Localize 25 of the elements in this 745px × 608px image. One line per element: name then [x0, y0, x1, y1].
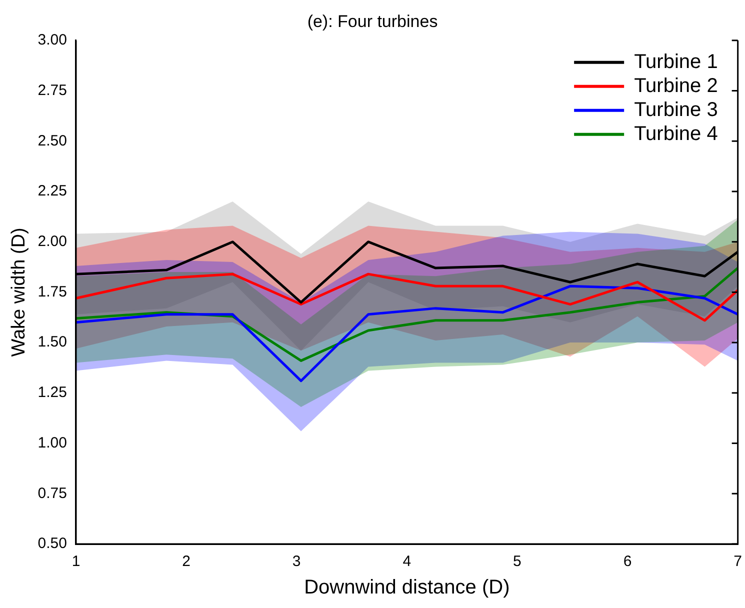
legend-label: Turbine 4: [634, 122, 718, 145]
x-tick-label: 6: [623, 553, 632, 570]
y-tick-label: 0.75: [38, 484, 67, 502]
y-tick-label: 2.00: [38, 232, 67, 250]
x-tick-label: 5: [513, 553, 522, 570]
y-tick-label: 2.75: [38, 82, 67, 99]
x-axis-title: Downwind distance (D): [304, 576, 510, 599]
x-tick-label: 1: [72, 553, 80, 570]
y-tick-label: 2.50: [38, 132, 67, 150]
y-tick-label: 3.00: [38, 32, 67, 49]
legend-label: Turbine 2: [634, 74, 718, 97]
x-tick-label: 7: [734, 553, 742, 570]
y-tick-label: 1.25: [38, 384, 67, 402]
y-tick-label: 1.00: [38, 434, 67, 452]
y-tick-label: 1.50: [38, 334, 67, 351]
x-tick-label: 3: [292, 553, 301, 570]
x-tick-label: 4: [402, 553, 412, 570]
x-tick-label: 2: [182, 553, 190, 570]
y-axis-title: Wake width (D): [8, 228, 30, 357]
legend-label: Turbine 1: [634, 50, 718, 73]
y-tick-label: 2.25: [38, 182, 67, 200]
legend-label: Turbine 3: [634, 98, 718, 121]
chart-title: (e): Four turbines: [307, 12, 438, 31]
y-tick-label: 0.50: [38, 535, 67, 552]
y-tick-label: 1.75: [38, 283, 67, 300]
